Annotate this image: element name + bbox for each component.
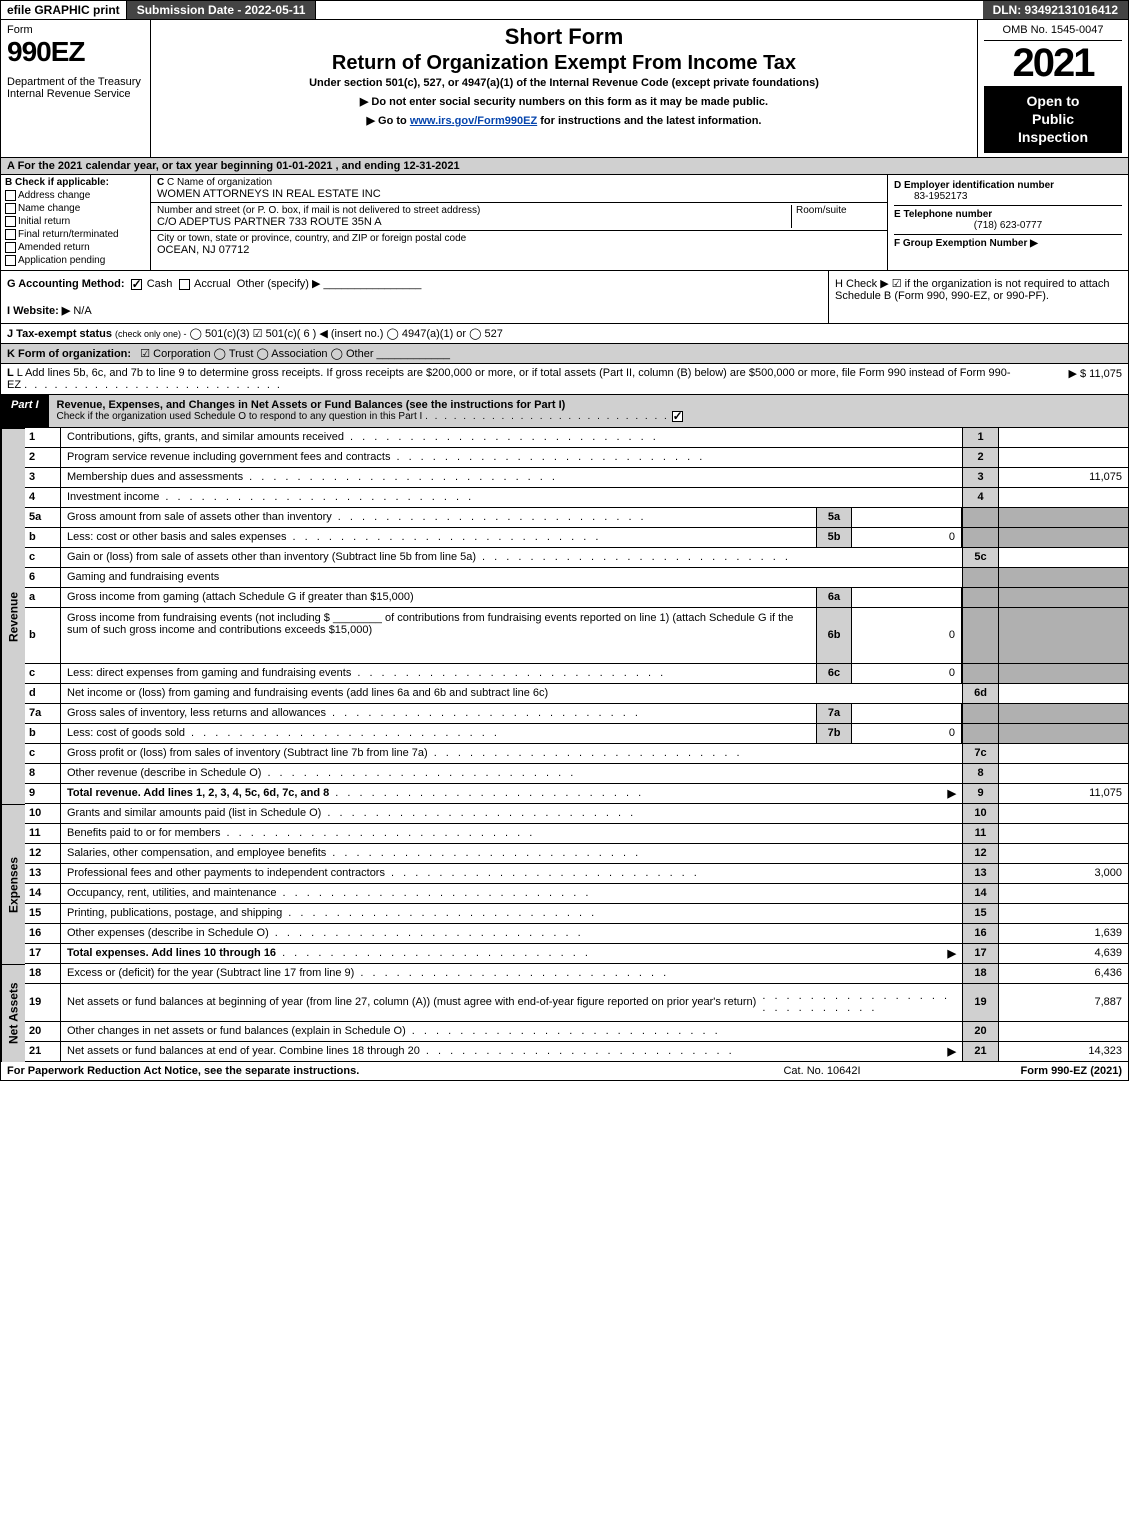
line-21: 21 Net assets or fund balances at end of… [25,1042,1128,1062]
line-6b: b Gross income from fundraising events (… [25,608,1128,664]
chk-initial-return[interactable]: Initial return [5,216,146,227]
form-ref: Form 990-EZ (2021) [922,1065,1122,1077]
form-word: Form [7,24,144,36]
header-center: Short Form Return of Organization Exempt… [151,20,978,157]
top-bar: efile GRAPHIC print Submission Date - 20… [0,0,1129,20]
line-7a: 7a Gross sales of inventory, less return… [25,704,1128,724]
g-accounting: G Accounting Method: Cash Accrual Other … [1,271,828,323]
k-form-org: K Form of organization: ☑ Corporation ◯ … [0,344,1129,364]
header-right: OMB No. 1545-0047 2021 Open to Public In… [978,20,1128,157]
h-schedule-b: H Check ▶ ☑ if the organization is not r… [828,271,1128,323]
line-6c: c Less: direct expenses from gaming and … [25,664,1128,684]
cat-no: Cat. No. 10642I [722,1065,922,1077]
org-address: C/O ADEPTUS PARTNER 733 ROUTE 35N A [157,216,791,228]
tax-year: 2021 [984,41,1122,86]
row-a-calendar-year: A For the 2021 calendar year, or tax yea… [0,158,1129,175]
line-8: 8 Other revenue (describe in Schedule O)… [25,764,1128,784]
netassets-side-label: Net Assets [1,964,25,1062]
line-17-value: 4,639 [998,944,1128,963]
line-4: 4 Investment income. . . . . . . . . . .… [25,488,1128,508]
omb-number: OMB No. 1545-0047 [984,24,1122,41]
chk-accrual[interactable] [179,279,190,290]
l-gross-receipts: L L Add lines 5b, 6c, and 7b to line 9 t… [0,364,1129,395]
line-11: 11 Benefits paid to or for members. . . … [25,824,1128,844]
dept-treasury: Department of the Treasury [7,76,144,88]
line-5b: b Less: cost or other basis and sales ex… [25,528,1128,548]
chk-address-change[interactable]: Address change [5,190,146,201]
line-19-value: 7,887 [998,984,1128,1021]
group-exemption: F Group Exemption Number ▶ [894,238,1038,249]
form-header: Form 990EZ Department of the Treasury In… [0,20,1129,158]
ssn-note: ▶ Do not enter social security numbers o… [159,95,969,108]
under-section: Under section 501(c), 527, or 4947(a)(1)… [159,77,969,89]
col-c-org-info: C C Name of organization WOMEN ATTORNEYS… [151,175,888,271]
line-21-value: 14,323 [998,1042,1128,1061]
j-tax-exempt: J Tax-exempt status (check only one) - ◯… [0,324,1129,344]
line-17: 17 Total expenses. Add lines 10 through … [25,944,1128,964]
footer: For Paperwork Reduction Act Notice, see … [0,1062,1129,1081]
chk-amended-return[interactable]: Amended return [5,242,146,253]
gh-block: G Accounting Method: Cash Accrual Other … [0,271,1129,324]
chk-cash[interactable] [131,279,142,290]
line-18: 18 Excess or (deficit) for the year (Sub… [25,964,1128,984]
chk-schedule-o[interactable] [672,411,683,422]
revenue-side-label: Revenue [1,428,25,804]
dln: DLN: 93492131016412 [983,1,1128,19]
line-16: 16 Other expenses (describe in Schedule … [25,924,1128,944]
line-20: 20 Other changes in net assets or fund b… [25,1022,1128,1042]
line-15: 15 Printing, publications, postage, and … [25,904,1128,924]
line-7b: b Less: cost of goods sold. . . . . . . … [25,724,1128,744]
form-number: 990EZ [7,36,144,68]
line-6d: d Net income or (loss) from gaming and f… [25,684,1128,704]
col-d-right: D Employer identification number 83-1952… [888,175,1128,271]
chk-final-return[interactable]: Final return/terminated [5,229,146,240]
line-14: 14 Occupancy, rent, utilities, and maint… [25,884,1128,904]
line-9: 9 Total revenue. Add lines 1, 2, 3, 4, 5… [25,784,1128,804]
telephone: (718) 623-0777 [894,220,1122,231]
paperwork-notice: For Paperwork Reduction Act Notice, see … [7,1065,722,1077]
irs-label: Internal Revenue Service [7,88,144,100]
info-block: B Check if applicable: Address change Na… [0,175,1129,272]
expenses-side-label: Expenses [1,804,25,964]
irs-link[interactable]: www.irs.gov/Form990EZ [410,115,537,127]
line-1: 1 Contributions, gifts, grants, and simi… [25,428,1128,448]
chk-application-pending[interactable]: Application pending [5,255,146,266]
line-6a: a Gross income from gaming (attach Sched… [25,588,1128,608]
return-title: Return of Organization Exempt From Incom… [159,52,969,75]
open-to-public: Open to Public Inspection [984,86,1122,153]
part-1-header: Part I Revenue, Expenses, and Changes in… [0,395,1129,427]
header-left: Form 990EZ Department of the Treasury In… [1,20,151,157]
line-13-value: 3,000 [998,864,1128,883]
line-2: 2 Program service revenue including gove… [25,448,1128,468]
chk-name-change[interactable]: Name change [5,203,146,214]
line-18-value: 6,436 [998,964,1128,983]
org-city: OCEAN, NJ 07712 [157,244,881,256]
line-16-value: 1,639 [998,924,1128,943]
line-7c: c Gross profit or (loss) from sales of i… [25,744,1128,764]
line-13: 13 Professional fees and other payments … [25,864,1128,884]
line-3: 3 Membership dues and assessments. . . .… [25,468,1128,488]
line-3-value: 11,075 [998,468,1128,487]
website: N/A [73,305,91,317]
line-19: 19 Net assets or fund balances at beginn… [25,984,1128,1022]
l-value: ▶ $ 11,075 [1022,367,1122,391]
org-name: WOMEN ATTORNEYS IN REAL ESTATE INC [157,188,881,200]
line-10: 10 Grants and similar amounts paid (list… [25,804,1128,824]
efile-label[interactable]: efile GRAPHIC print [1,1,127,19]
line-5a: 5a Gross amount from sale of assets othe… [25,508,1128,528]
line-9-value: 11,075 [998,784,1128,803]
ein: 83-1952173 [894,191,1122,202]
submission-date: Submission Date - 2022-05-11 [127,1,317,19]
goto-note: ▶ Go to www.irs.gov/Form990EZ for instru… [159,114,969,127]
line-5c: c Gain or (loss) from sale of assets oth… [25,548,1128,568]
line-12: 12 Salaries, other compensation, and emp… [25,844,1128,864]
line-6: 6 Gaming and fundraising events [25,568,1128,588]
col-b-checkboxes: B Check if applicable: Address change Na… [1,175,151,271]
short-form-title: Short Form [159,24,969,50]
